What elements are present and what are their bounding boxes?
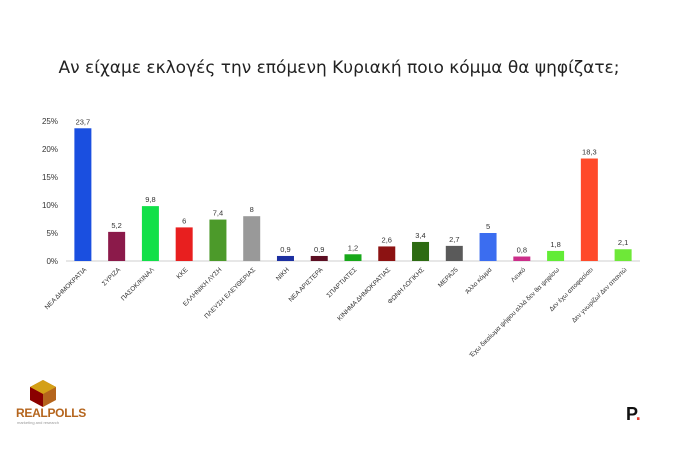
realpolls-logo-icon [30, 380, 56, 407]
publisher-logo-letter: P [626, 404, 636, 424]
bar [209, 219, 227, 261]
data-label: 3,4 [415, 231, 425, 240]
bar [108, 231, 126, 261]
bar [243, 216, 261, 261]
x-tick-label: ΚΚΕ [175, 266, 190, 281]
data-label: 1,2 [348, 243, 358, 252]
y-tick-label: 20% [42, 145, 58, 154]
publisher-logo-dot: . [635, 404, 641, 424]
data-label: 7,4 [213, 209, 223, 218]
y-tick-label: 0% [46, 257, 58, 266]
y-tick-label: 5% [46, 229, 58, 238]
bar [74, 128, 92, 261]
data-label: 5,2 [111, 221, 121, 230]
bar [310, 255, 328, 261]
bar [378, 246, 396, 261]
bar [547, 250, 565, 261]
x-tick-label: ΜΕΡΑ25 [437, 266, 460, 289]
y-tick-label: 15% [42, 173, 58, 182]
chart-title: Αν είχαμε εκλογές την επόμενη Κυριακή πο… [58, 58, 620, 78]
bar [141, 206, 159, 261]
bar [276, 255, 294, 261]
data-label: 0,9 [314, 245, 324, 254]
data-label: 2,1 [618, 238, 628, 247]
data-label: 1,8 [550, 240, 560, 249]
bar [344, 254, 362, 261]
x-tick-label: ΝΕΑ ΑΡΙΣΤΕΡΑ [288, 266, 326, 304]
data-label: 6 [182, 216, 186, 225]
data-label: 2,6 [382, 235, 392, 244]
bar [412, 241, 430, 261]
x-tick-label: Λευκό [509, 265, 527, 283]
data-label: 18,3 [582, 148, 597, 157]
x-tick-label: Δεν γνωρίζω/ Δεν απαντώ [570, 266, 629, 325]
data-label: 2,7 [449, 235, 459, 244]
y-tick-label: 10% [42, 201, 58, 210]
x-tick-label: ΣΠΑΡΤΙΑΤΕΣ [326, 266, 359, 299]
y-tick-label: 25% [42, 117, 58, 126]
x-tick-label: ΦΩΝΗ ΛΟΓΙΚΗΣ [387, 266, 426, 305]
bar [513, 256, 531, 261]
x-tick-label: ΝΙΚΗ [275, 266, 291, 282]
data-label: 0,9 [280, 245, 290, 254]
realpolls-tagline: marketing and research [17, 420, 60, 425]
x-tick-label: ΣΥΡΙΖΑ [101, 266, 123, 288]
x-tick-label: Άλλο κόμμα [464, 266, 494, 296]
data-label: 5 [486, 222, 490, 231]
bar [445, 245, 463, 261]
data-label: 0,8 [517, 246, 527, 255]
realpolls-logo: REALPOLLS [16, 406, 86, 420]
bar [614, 249, 632, 261]
publisher-logo: P. [626, 404, 641, 425]
bar [580, 158, 598, 261]
x-tick-label: ΝΕΑ ΔΗΜΟΚΡΑΤΙΑ [44, 266, 89, 311]
data-label: 23,7 [76, 117, 91, 126]
data-label: 9,8 [145, 195, 155, 204]
data-label: 8 [250, 205, 254, 214]
bar [175, 227, 193, 261]
x-tick-label: ΠΑΣΟΚ/ΚΙΝΑΛ [120, 266, 156, 302]
bar [479, 233, 497, 261]
